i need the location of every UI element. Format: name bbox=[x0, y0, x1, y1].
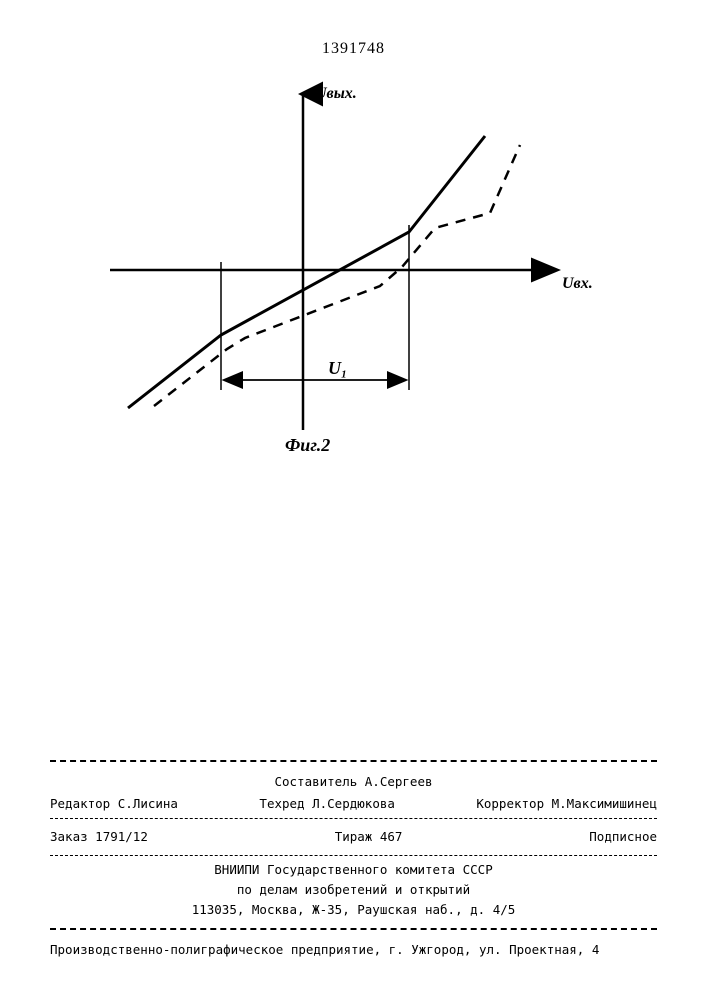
corrector: Корректор М.Максимишинец bbox=[476, 794, 657, 814]
u1-label: U₁ bbox=[328, 358, 347, 379]
y-axis-label: Uвых. bbox=[315, 85, 357, 103]
chart: Uвых. Uвх. U₁ Фиг.2 bbox=[90, 80, 590, 460]
techred: Техред Л.Сердюкова bbox=[259, 794, 394, 814]
signed: Подписное bbox=[589, 827, 657, 847]
production-line: Производственно-полиграфическое предприя… bbox=[50, 934, 657, 960]
committee-line3: 113035, Москва, Ж-35, Раушская наб., д. … bbox=[50, 900, 657, 920]
committee-line2: по делам изобретений и открытий bbox=[50, 880, 657, 900]
footer: Составитель А.Сергеев Редактор С.Лисина … bbox=[50, 756, 657, 960]
committee-block: ВНИИПИ Государственного комитета СССР по… bbox=[50, 856, 657, 924]
editor: Редактор С.Лисина bbox=[50, 794, 178, 814]
order-row: Заказ 1791/12 Тираж 467 Подписное bbox=[50, 818, 657, 856]
order: Заказ 1791/12 bbox=[50, 827, 148, 847]
committee-line1: ВНИИПИ Государственного комитета СССР bbox=[50, 860, 657, 880]
credits-row: Редактор С.Лисина Техред Л.Сердюкова Кор… bbox=[50, 792, 657, 818]
chart-svg bbox=[90, 80, 590, 460]
x-axis-label: Uвх. bbox=[562, 275, 593, 293]
figure-label: Фиг.2 bbox=[285, 435, 330, 456]
print-run: Тираж 467 bbox=[335, 827, 403, 847]
solid-curve bbox=[128, 136, 485, 408]
document-number: 1391748 bbox=[322, 40, 385, 58]
compiler-line: Составитель А.Сергеев bbox=[50, 766, 657, 792]
